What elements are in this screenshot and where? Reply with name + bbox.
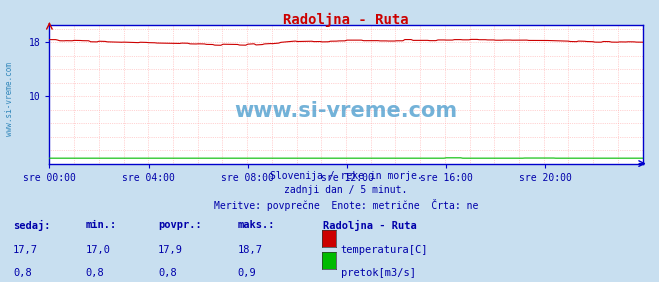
Text: Radoljna - Ruta: Radoljna - Ruta — [323, 220, 416, 231]
Text: 0,8: 0,8 — [13, 268, 32, 278]
Text: pretok[m3/s]: pretok[m3/s] — [341, 268, 416, 278]
Text: maks.:: maks.: — [237, 220, 275, 230]
Text: zadnji dan / 5 minut.: zadnji dan / 5 minut. — [284, 185, 408, 195]
Text: 0,9: 0,9 — [237, 268, 256, 278]
Text: Meritve: povprečne  Enote: metrične  Črta: ne: Meritve: povprečne Enote: metrične Črta:… — [214, 199, 478, 211]
Text: www.si-vreme.com: www.si-vreme.com — [5, 62, 14, 136]
Text: povpr.:: povpr.: — [158, 220, 202, 230]
Text: 17,9: 17,9 — [158, 245, 183, 255]
Text: temperatura[C]: temperatura[C] — [341, 245, 428, 255]
Text: 18,7: 18,7 — [237, 245, 262, 255]
Text: min.:: min.: — [86, 220, 117, 230]
Text: Slovenija / reke in morje.: Slovenija / reke in morje. — [270, 171, 422, 180]
Text: 17,0: 17,0 — [86, 245, 111, 255]
Text: sedaj:: sedaj: — [13, 220, 51, 231]
Text: 0,8: 0,8 — [158, 268, 177, 278]
Text: Radoljna - Ruta: Radoljna - Ruta — [283, 13, 409, 27]
Text: 17,7: 17,7 — [13, 245, 38, 255]
Text: www.si-vreme.com: www.si-vreme.com — [235, 101, 457, 121]
Text: 0,8: 0,8 — [86, 268, 104, 278]
